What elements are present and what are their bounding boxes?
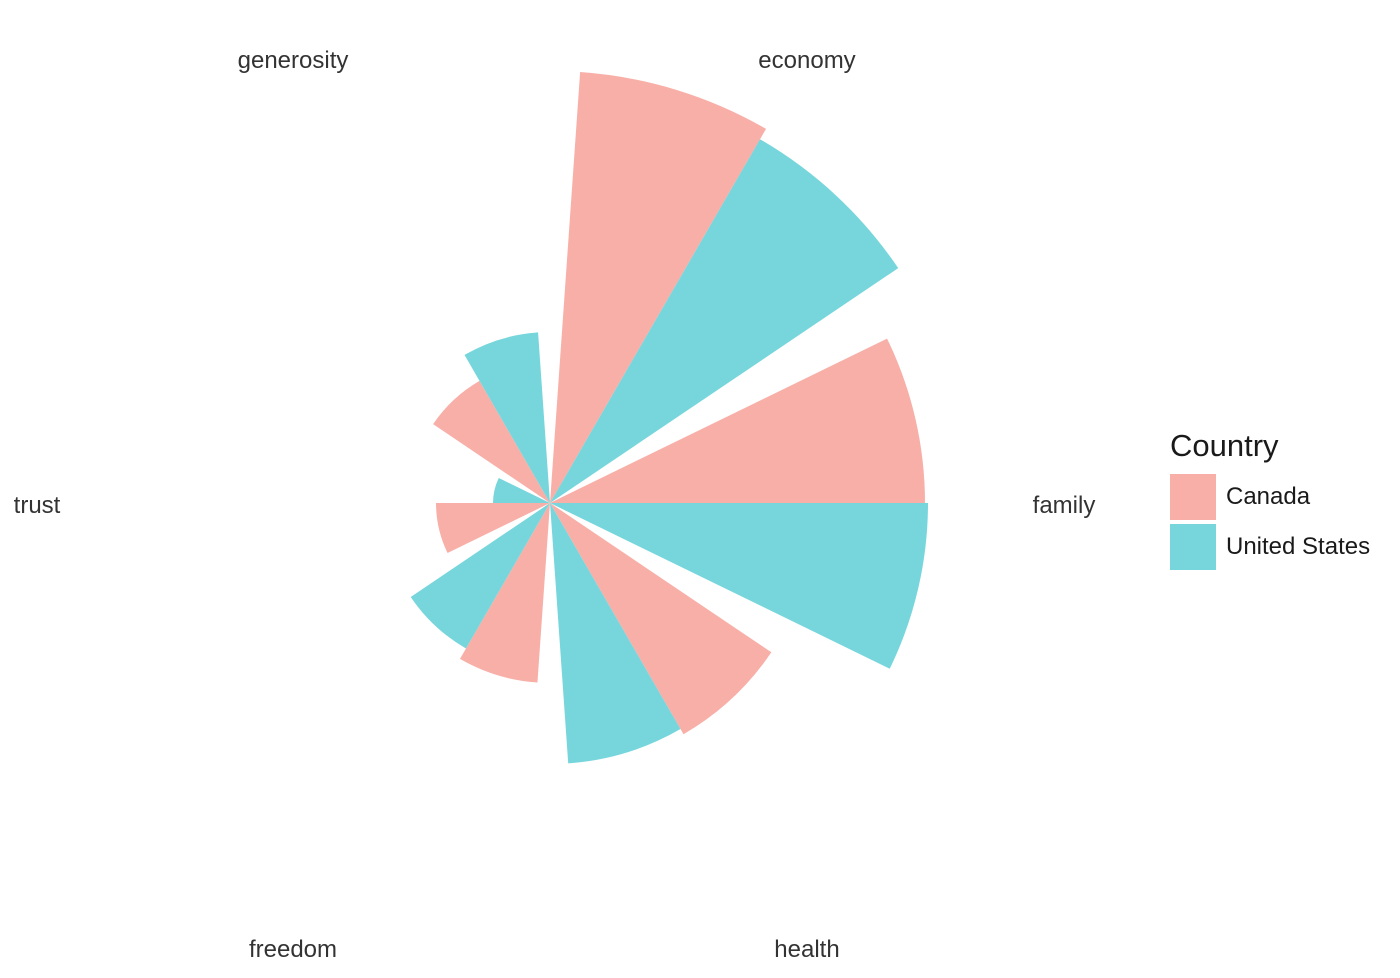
legend-item-united-states: United States — [1170, 522, 1370, 572]
bar-family-canada — [550, 338, 925, 503]
bar-freedom-canada — [460, 503, 550, 683]
bar-health-canada — [550, 503, 772, 735]
category-label-health: health — [774, 936, 839, 963]
bar-freedom-united-states — [410, 503, 550, 649]
category-labels-group: economy family health freedom trust generosit… — [14, 47, 1096, 963]
bar-generosity-canada — [433, 380, 550, 503]
legend-label-united-states: United States — [1226, 533, 1371, 560]
bars-group — [410, 72, 928, 764]
bar-economy-canada — [550, 72, 766, 504]
category-label-trust: trust — [14, 492, 61, 519]
bar-trust-canada — [436, 503, 550, 553]
legend-item-canada: Canada — [1170, 472, 1370, 522]
category-label-economy: economy — [758, 47, 855, 74]
legend-label-canada: Canada — [1226, 483, 1311, 510]
bar-trust-united-states — [493, 478, 550, 503]
category-label-family: family — [1033, 492, 1096, 519]
bar-health-united-states — [550, 503, 681, 764]
category-label-freedom: freedom — [249, 936, 337, 963]
category-label-generosity: generosity — [238, 47, 349, 74]
legend-title: Country — [1170, 428, 1279, 463]
legend-swatch-canada — [1170, 474, 1216, 520]
legend-swatch-united-states — [1170, 524, 1216, 570]
legend: Country Canada United States — [1170, 428, 1370, 572]
bar-economy-united-states — [550, 139, 899, 503]
bar-family-united-states — [550, 503, 928, 669]
bar-generosity-united-states — [464, 332, 550, 503]
